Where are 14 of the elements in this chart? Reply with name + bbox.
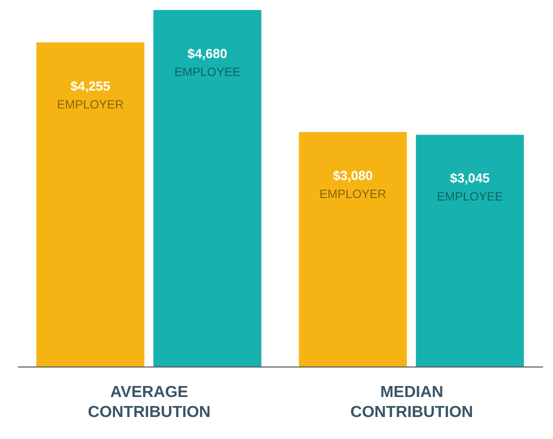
bar <box>36 42 144 367</box>
text: EMPLOYEE <box>436 190 503 204</box>
bar <box>153 10 262 367</box>
text: EMPLOYER <box>57 97 124 112</box>
series-label: EMPLOYER <box>320 187 387 202</box>
x-tick-label: AVERAGE CONTRIBUTION <box>88 384 211 421</box>
x-tick-label: MEDIAN CONTRIBUTION <box>350 384 474 421</box>
bar <box>416 134 524 367</box>
data-label: $4,680 <box>187 46 228 61</box>
data-label: $4,255 <box>70 78 110 94</box>
data-label: $3,045 <box>450 170 490 186</box>
data-label: $3,080 <box>332 168 373 184</box>
series-label: EMPLOYEE <box>174 65 240 79</box>
bar <box>298 132 407 367</box>
